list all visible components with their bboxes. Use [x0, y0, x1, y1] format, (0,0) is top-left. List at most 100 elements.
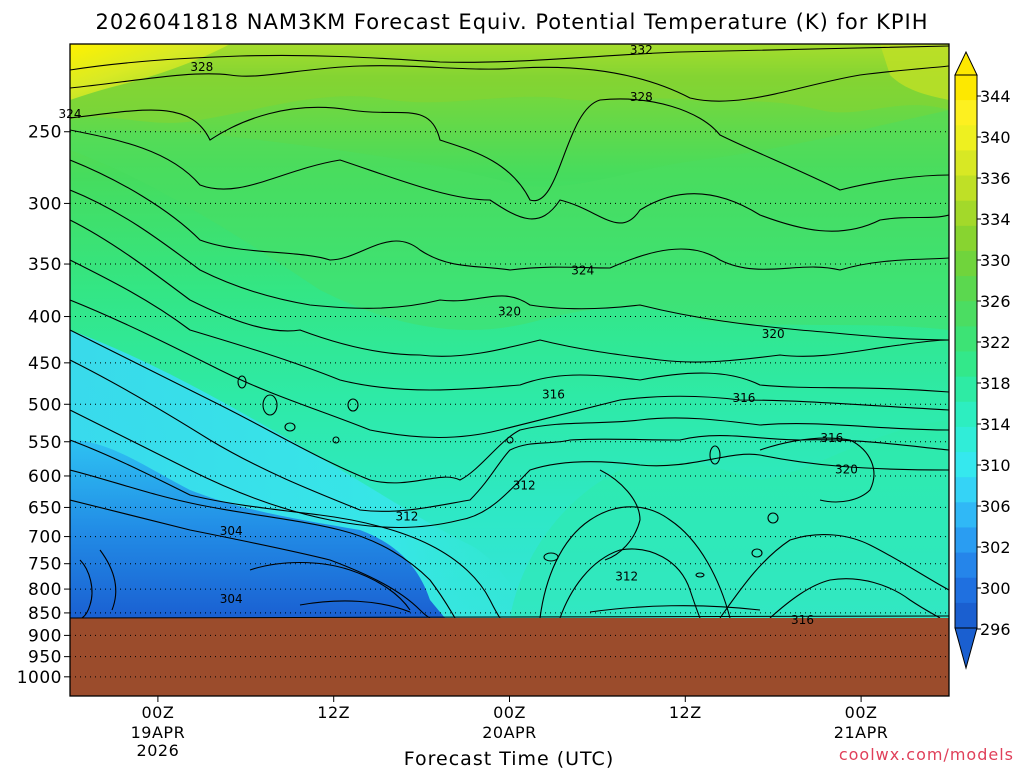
- contour-label: 328: [630, 90, 653, 104]
- warm-corner-right: [880, 44, 949, 100]
- contour-label-text: 320: [498, 305, 521, 319]
- y-tick-label: 650: [28, 498, 62, 518]
- colorbar-segment: [955, 326, 977, 352]
- y-tick-label: 300: [28, 194, 62, 214]
- colorbar-segment: [955, 577, 977, 604]
- x-tick-label-hour: 12Z: [317, 703, 350, 722]
- y-axis: 2503003504004505005506006507007508008509…: [17, 123, 70, 688]
- contour-label-text: 316: [732, 391, 755, 405]
- y-tick-label: 800: [28, 580, 62, 600]
- contour-label-text: 316: [542, 388, 565, 402]
- contour-lines: [70, 45, 949, 619]
- y-tick-label: 400: [28, 308, 62, 328]
- contour-label-text: 328: [630, 90, 653, 104]
- contour-label-text: 316: [791, 613, 814, 627]
- colorbar-segment: [955, 527, 977, 554]
- ground-top-line: [70, 615, 949, 619]
- y-tick-label: 550: [28, 433, 62, 453]
- contour-label: 312: [615, 570, 638, 584]
- colorbar-label: 310: [980, 456, 1011, 475]
- x-tick-label-day: 20APR: [482, 723, 537, 742]
- contour-label-text: 324: [59, 107, 82, 121]
- contour-label: 320: [498, 305, 521, 319]
- contour-label-text: 312: [513, 479, 536, 493]
- x-tick-label-hour: 12Z: [669, 703, 702, 722]
- colorbar-segment: [955, 426, 977, 453]
- contour-label: 328: [190, 60, 213, 74]
- y-tick-label: 600: [28, 467, 62, 487]
- contour-label-layer: 332 328 328 324 324 320 320 316 316 316 320 312 312 3…: [59, 43, 858, 627]
- colorbar-label: 326: [980, 292, 1011, 311]
- contour-label-text: 312: [615, 570, 638, 584]
- contour-label: 316: [732, 391, 755, 405]
- contour-label: 316: [791, 613, 814, 627]
- colorbar-segment: [955, 351, 977, 378]
- x-tick-label-day: 19APR: [131, 723, 186, 742]
- colorbar-segment: [955, 452, 977, 478]
- colorbar-label: 334: [980, 210, 1011, 229]
- ground-mask: [70, 618, 949, 696]
- contour-label: 332: [630, 43, 653, 57]
- contour-label-text: 312: [395, 509, 418, 523]
- x-tick-label-hour: 00Z: [493, 703, 526, 722]
- contour-label-text: 324: [571, 264, 594, 278]
- x-tick-label-hour: 00Z: [845, 703, 878, 722]
- colorbar-segment: [955, 150, 977, 177]
- contour-label: 320: [835, 462, 858, 476]
- colorbar-label: 344: [980, 87, 1011, 106]
- y-tick-label: 950: [28, 648, 62, 668]
- colorbar-label: 300: [980, 579, 1011, 598]
- contour-label-text: 316: [820, 431, 843, 445]
- y-tick-label: 1000: [17, 668, 62, 688]
- colorbar-arrow-bottom: [954, 627, 978, 670]
- warm-region-upper: [70, 44, 949, 123]
- colorbar-segment: [955, 200, 977, 227]
- colorbar-segment: [955, 75, 977, 101]
- colorbar-segment: [955, 301, 977, 327]
- y-tick-label: 900: [28, 626, 62, 646]
- colorbar-segment: [955, 602, 977, 629]
- y-tick-label: 500: [28, 395, 62, 415]
- contour-label: 312: [395, 509, 418, 523]
- colorbar-segment: [955, 125, 977, 151]
- colorbar-segment: [955, 100, 977, 126]
- y-tick-label: 250: [28, 123, 62, 143]
- colorbar-segment: [955, 225, 977, 252]
- chart-title: 2026041818 NAM3KM Forecast Equiv. Potent…: [95, 10, 928, 34]
- colorbar-label: 322: [980, 333, 1011, 352]
- colorbar-label: 330: [980, 251, 1011, 270]
- colorbar-arrow-top: [954, 50, 978, 76]
- contour-label: 324: [59, 107, 82, 121]
- contour-label-text: 332: [630, 43, 653, 57]
- colorbar-segment: [955, 376, 977, 403]
- contour-label-text: 320: [835, 462, 858, 476]
- colorbar-segment: [955, 250, 977, 277]
- colorbar-segment: [955, 502, 977, 528]
- contour-label: 316: [820, 431, 843, 445]
- plot-area: [70, 44, 949, 696]
- contour-label: 304: [220, 592, 243, 606]
- colorbar-label: 336: [980, 169, 1011, 188]
- colorbar-label: 314: [980, 415, 1011, 434]
- colorbar-segment: [955, 401, 977, 428]
- contour-label: 312: [513, 479, 536, 493]
- contour-label: 320: [762, 327, 785, 341]
- colorbar-label: 296: [980, 620, 1011, 639]
- colorbar: 344 340 336 334 330 326 322 318 314 310 306 302 300 2…: [954, 50, 1011, 670]
- cold-region: [70, 440, 445, 618]
- contour-label: 304: [220, 524, 243, 538]
- colorbar-label: 318: [980, 374, 1011, 393]
- colorbar-label: 302: [980, 538, 1011, 557]
- x-tick-label-year: 2026: [137, 741, 180, 760]
- x-tick-label-day: 21APR: [834, 723, 889, 742]
- y-tick-label: 350: [28, 255, 62, 275]
- watermark: coolwx.com/models: [839, 745, 1014, 764]
- green-band: [70, 110, 949, 330]
- contour-label: 316: [542, 388, 565, 402]
- contour-islands: [237, 375, 779, 578]
- colorbar-segment: [955, 276, 977, 302]
- colorbar-segment: [955, 552, 977, 579]
- contour-label-text: 320: [762, 327, 785, 341]
